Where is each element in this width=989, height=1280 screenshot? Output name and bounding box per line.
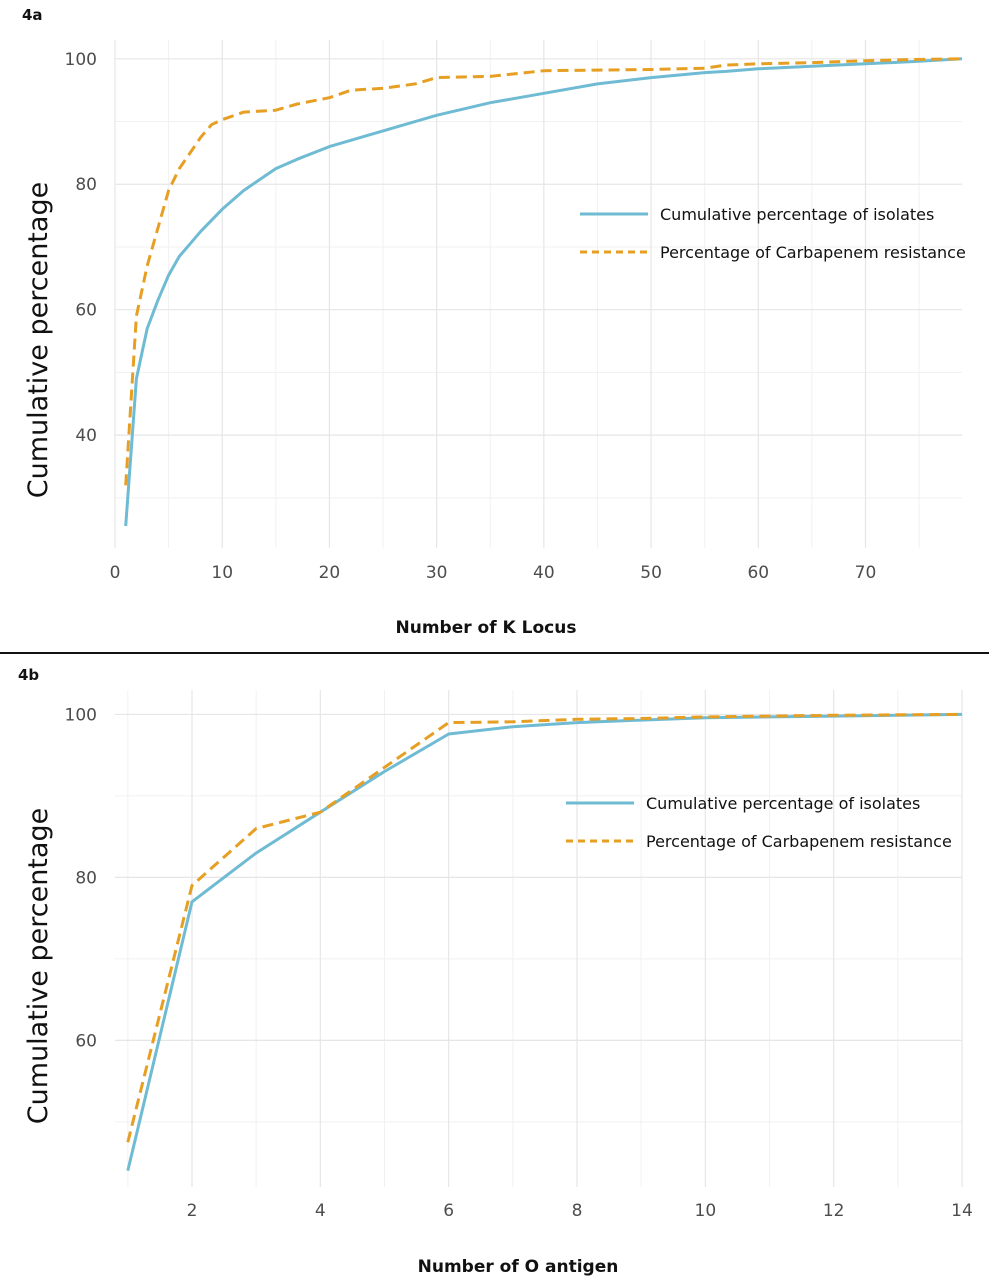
x-tick-label: 14 — [951, 1201, 973, 1221]
y-axis-ticks: 40 60 80 100 — [65, 50, 97, 446]
series-line-carbapenem-resistance — [126, 712, 963, 1143]
y-axis-ticks: 60 80 100 — [65, 705, 97, 1051]
x-axis-ticks: 0 10 20 30 40 50 60 70 — [110, 563, 877, 583]
x-tick-label: 30 — [426, 563, 448, 583]
legend: Cumulative percentage of isolates Percen… — [566, 794, 952, 851]
y-tick-label: 80 — [75, 868, 97, 888]
plot-series — [124, 57, 963, 527]
x-axis-label: Number of O antigen — [418, 1257, 619, 1277]
legend: Cumulative percentage of isolates Percen… — [580, 205, 966, 262]
x-tick-label: 70 — [855, 563, 877, 583]
plot-series — [126, 712, 963, 1172]
x-tick-label: 20 — [319, 563, 341, 583]
panel-label-4b: 4b — [18, 666, 39, 684]
panel-4b: 4b 2 4 6 8 10 12 14 60 80 100 Cumulative percent… — [18, 666, 973, 1277]
x-axis-ticks: 2 4 6 8 10 12 14 — [187, 1201, 973, 1221]
x-tick-label: 2 — [187, 1201, 198, 1221]
y-tick-label: 60 — [75, 301, 97, 321]
y-tick-label: 100 — [65, 50, 97, 70]
x-tick-label: 10 — [211, 563, 233, 583]
x-tick-label: 40 — [533, 563, 555, 583]
y-tick-label: 60 — [75, 1031, 97, 1051]
x-tick-label: 12 — [823, 1201, 845, 1221]
x-tick-label: 6 — [443, 1201, 454, 1221]
y-axis-label: Cumulative percentage — [23, 808, 54, 1124]
legend-label-carbapenem: Percentage of Carbapenem resistance — [646, 832, 952, 851]
legend-label-carbapenem: Percentage of Carbapenem resistance — [660, 243, 966, 262]
x-axis-label: Number of K Locus — [396, 618, 577, 638]
grid — [115, 690, 963, 1187]
y-axis-label: Cumulative percentage — [23, 182, 54, 498]
legend-label-isolates: Cumulative percentage of isolates — [660, 205, 934, 224]
x-tick-label: 50 — [640, 563, 662, 583]
y-tick-label: 80 — [75, 175, 97, 195]
series-line-cumulative-isolates — [124, 57, 963, 527]
legend-label-isolates: Cumulative percentage of isolates — [646, 794, 920, 813]
x-tick-label: 0 — [110, 563, 121, 583]
x-tick-label: 10 — [695, 1201, 717, 1221]
y-tick-label: 100 — [65, 705, 97, 725]
x-tick-label: 8 — [572, 1201, 583, 1221]
series-line-carbapenem-resistance — [124, 57, 963, 486]
panel-label-4a: 4a — [22, 6, 43, 24]
y-tick-label: 40 — [75, 426, 97, 446]
x-tick-label: 4 — [315, 1201, 326, 1221]
panel-4a: 4a 0 10 20 30 40 50 60 70 40 60 80 100 Cumulative … — [22, 6, 966, 638]
series-line-cumulative-isolates — [126, 712, 963, 1172]
x-tick-label: 60 — [747, 563, 769, 583]
grid — [114, 40, 962, 548]
